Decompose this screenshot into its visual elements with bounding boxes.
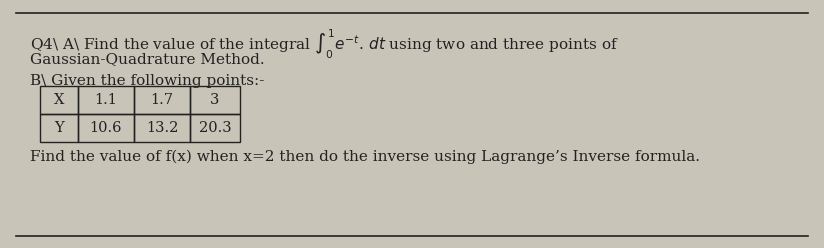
Bar (134, 114, 190, 142)
Text: 20.3: 20.3 (199, 121, 232, 135)
Bar (190, 86, 240, 114)
Text: 1.7: 1.7 (151, 93, 174, 107)
Bar (78, 86, 134, 114)
Text: 13.2: 13.2 (146, 121, 178, 135)
Text: Y: Y (54, 121, 64, 135)
Bar (40, 86, 78, 114)
Bar (78, 114, 134, 142)
Text: Gaussian-Quadrature Method.: Gaussian-Quadrature Method. (30, 52, 265, 66)
Text: 3: 3 (210, 93, 220, 107)
Text: X: X (54, 93, 64, 107)
Bar (40, 114, 78, 142)
Text: Find the value of f(x) when x=2 then do the inverse using Lagrange’s Inverse for: Find the value of f(x) when x=2 then do … (30, 150, 700, 164)
Text: Q4\ A\ Find the value of the integral $\int_0^1 e^{-t}.\, dt$ using two and thre: Q4\ A\ Find the value of the integral $\… (30, 28, 619, 62)
Bar (134, 86, 190, 114)
Text: 1.1: 1.1 (95, 93, 118, 107)
Text: 10.6: 10.6 (90, 121, 122, 135)
Bar (190, 114, 240, 142)
Text: B\ Given the following points:-: B\ Given the following points:- (30, 74, 265, 88)
